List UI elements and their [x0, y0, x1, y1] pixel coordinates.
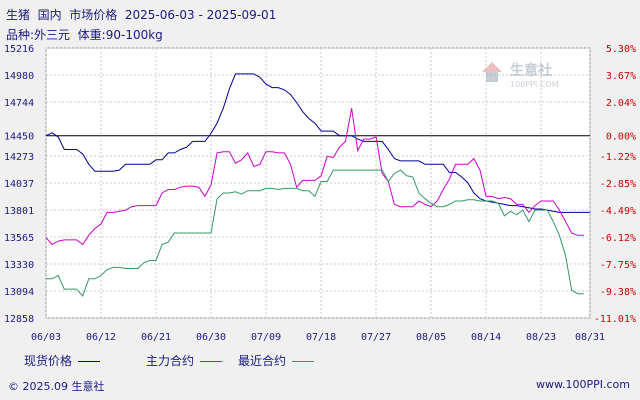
- y2-tick-label: -1.22%: [600, 152, 636, 163]
- y2-tick-label: 3.67%: [606, 71, 636, 82]
- y2-tick-label: -4.49%: [600, 206, 636, 217]
- watermark-logo: 生意社 100PPI.COM: [482, 62, 559, 89]
- y-tick-label: 14450: [4, 132, 34, 143]
- x-tick-label: 08/23: [526, 332, 556, 343]
- y-tick-label: 14980: [4, 71, 34, 82]
- y2-tick-label: 2.04%: [606, 98, 636, 109]
- x-tick-label: 08/14: [471, 332, 501, 343]
- y2-tick-label: -6.12%: [600, 233, 636, 244]
- x-tick-label: 07/09: [251, 332, 281, 343]
- legend-label: 最近合约: [238, 354, 287, 368]
- legend-item-spot: 现货价格: [24, 352, 101, 369]
- x-tick-label: 06/30: [196, 332, 226, 343]
- series-line-2: [46, 169, 584, 297]
- y2-tick-label: 0.00%: [606, 132, 636, 143]
- y-tick-label: 13801: [4, 206, 34, 217]
- chart-title: 生猪 国内 市场价格 2025-06-03 - 2025-09-01: [6, 8, 277, 22]
- chart-subtitle: 品种:外三元 体重:90-100kg: [6, 28, 163, 42]
- x-tick-label: 08/05: [416, 332, 446, 343]
- legend-swatch: [200, 361, 223, 362]
- x-tick-label: 06/12: [86, 332, 116, 343]
- x-tick-label: 06/03: [31, 332, 61, 343]
- y-tick-label: 14273: [4, 152, 34, 163]
- x-tick-label: 07/27: [361, 332, 391, 343]
- y-tick-label: 13565: [4, 233, 34, 244]
- y-tick-label: 14744: [4, 98, 34, 109]
- x-tick-label: 08/31: [575, 332, 605, 343]
- legend-swatch: [78, 361, 101, 362]
- series-line-1: [45, 108, 584, 246]
- logo-text: 生意社: [510, 62, 552, 79]
- y2-tick-label: -2.85%: [600, 179, 636, 190]
- y2-tick-label: -11.01%: [594, 314, 636, 325]
- logo-url: 100PPI.COM: [510, 80, 559, 89]
- x-tick-label: 07/18: [306, 332, 336, 343]
- legend-item-main: 主力合约: [146, 352, 223, 369]
- series-line-0: [45, 73, 590, 213]
- y-tick-label: 12858: [4, 314, 34, 325]
- y-tick-label: 15216: [4, 44, 34, 55]
- y-tick-label: 13094: [4, 287, 34, 298]
- legend-swatch: [292, 361, 315, 362]
- x-tick-label: 06/21: [141, 332, 171, 343]
- footer-site: www.100PPI.com: [536, 378, 630, 391]
- house-icon: [482, 62, 502, 82]
- y2-tick-label: 5.30%: [606, 44, 636, 55]
- footer-copyright: © 2025.09 生意社: [8, 380, 105, 393]
- y2-tick-label: -7.75%: [600, 260, 636, 271]
- y2-tick-label: -9.38%: [600, 287, 636, 298]
- y-tick-label: 13330: [4, 260, 34, 271]
- legend-item-nearest: 最近合约: [238, 352, 315, 369]
- legend-label: 现货价格: [24, 354, 73, 368]
- y-tick-label: 14037: [4, 179, 34, 190]
- legend-label: 主力合约: [146, 354, 195, 368]
